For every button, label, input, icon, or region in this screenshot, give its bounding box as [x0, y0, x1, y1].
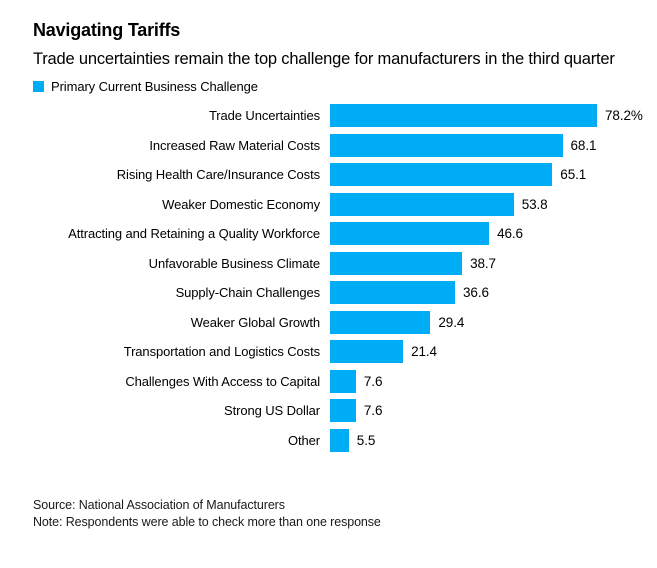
- bar: [330, 104, 597, 128]
- bar-value-label: 68.1: [570, 137, 597, 153]
- source-line: Source: National Association of Manufact…: [33, 498, 285, 512]
- bar-row: Weaker Global Growth 29.4: [33, 308, 645, 338]
- bar-value-label: 65.1: [560, 167, 587, 183]
- chart-container: Navigating Tariffs Trade uncertainties r…: [33, 20, 645, 531]
- bar: [330, 428, 349, 452]
- bar-category-label: Weaker Domestic Economy: [162, 196, 320, 212]
- bar-value-label: 53.8: [521, 196, 548, 212]
- bar-category-label: Strong US Dollar: [224, 403, 320, 419]
- chart-subtitle: Trade uncertainties remain the top chall…: [33, 50, 615, 68]
- bar-category-label: Attracting and Retaining a Quality Workf…: [68, 226, 320, 242]
- bar-value-label: 29.4: [438, 314, 465, 330]
- bar-row: Supply-Chain Challenges 36.6: [33, 278, 645, 308]
- bar-value-label: 21.4: [411, 344, 437, 360]
- bar-row: Transportation and Logistics Costs 21.4: [33, 337, 645, 367]
- note-line: Note: Respondents were able to check mor…: [33, 515, 381, 529]
- bar: [330, 133, 563, 157]
- bar-category-label: Rising Health Care/Insurance Costs: [116, 167, 320, 183]
- bar: [330, 340, 404, 364]
- bar-value-label: 5.5: [356, 432, 376, 448]
- bar: [330, 281, 455, 305]
- bar: [330, 222, 490, 246]
- bar-category-label: Trade Uncertainties: [208, 108, 320, 124]
- chart-footer: Source: National Association of Manufact…: [33, 497, 645, 531]
- bar-row: Rising Health Care/Insurance Costs 65.1: [33, 160, 645, 190]
- bar: [330, 192, 514, 216]
- bar-row: Attracting and Retaining a Quality Workf…: [33, 219, 645, 249]
- bar-row: Trade Uncertainties 78.2%: [33, 101, 645, 131]
- bar: [330, 251, 463, 275]
- bar-category-label: Weaker Global Growth: [190, 314, 320, 330]
- bar-category-label: Unfavorable Business Climate: [148, 255, 320, 271]
- legend-swatch-icon: [33, 81, 44, 92]
- bar-value-label: 7.6: [363, 403, 383, 419]
- bar-category-label: Challenges With Access to Capital: [125, 373, 320, 389]
- bar-row: Increased Raw Material Costs 68.1: [33, 131, 645, 161]
- bar-value-label: 7.6: [363, 373, 383, 389]
- bar-row: Other 5.5: [33, 426, 645, 456]
- bar-category-label: Increased Raw Material Costs: [149, 137, 320, 153]
- bar: [330, 310, 431, 334]
- bar-category-label: Transportation and Logistics Costs: [123, 344, 320, 360]
- bar-row: Weaker Domestic Economy 53.8: [33, 190, 645, 220]
- bar-row: Strong US Dollar 7.6: [33, 396, 645, 426]
- legend-label: Primary Current Business Challenge: [51, 79, 258, 94]
- bar: [330, 163, 553, 187]
- bar: [330, 369, 356, 393]
- bar-row: Challenges With Access to Capital 7.6: [33, 367, 645, 397]
- bar-value-label: 78.2%: [605, 108, 643, 124]
- legend: Primary Current Business Challenge: [33, 79, 645, 94]
- bar: [330, 399, 356, 423]
- bar-row: Unfavorable Business Climate 38.7: [33, 249, 645, 279]
- bar-value-label: 36.6: [463, 285, 489, 301]
- bar-value-label: 38.7: [470, 255, 496, 271]
- bar-rows: Trade Uncertainties 78.2% Increased Raw Ma…: [33, 101, 645, 455]
- chart-title: Navigating Tariffs: [33, 20, 181, 40]
- bar-category-label: Supply-Chain Challenges: [175, 285, 321, 301]
- bar-category-label: Other: [287, 432, 320, 448]
- bar-value-label: 46.6: [497, 226, 523, 242]
